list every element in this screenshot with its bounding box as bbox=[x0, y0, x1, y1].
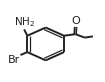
Text: O: O bbox=[71, 16, 80, 26]
Text: NH$_2$: NH$_2$ bbox=[14, 15, 35, 29]
Text: Br: Br bbox=[8, 55, 20, 65]
